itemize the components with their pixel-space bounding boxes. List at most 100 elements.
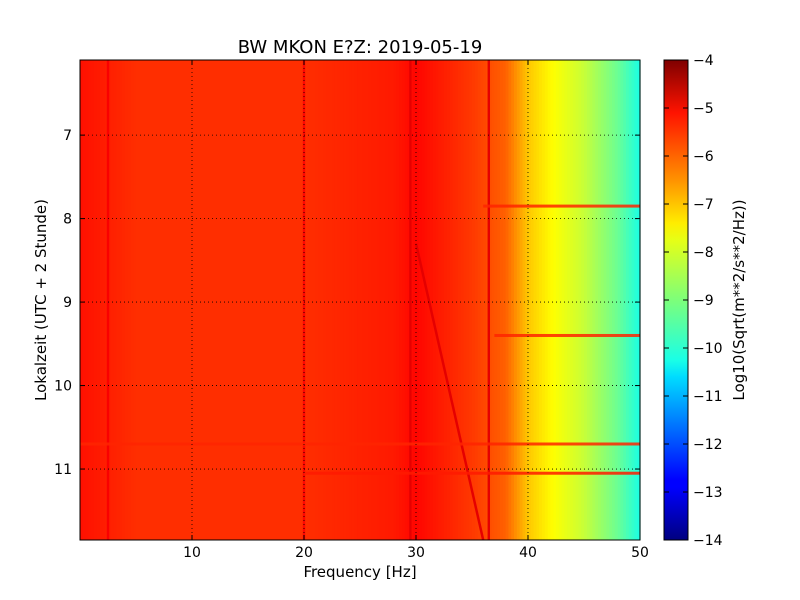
spectrum-column [603, 60, 607, 540]
spectrum-column [547, 60, 551, 540]
spectrum-column [598, 60, 602, 540]
spectrum-column [452, 60, 456, 540]
spectrum-column [211, 60, 215, 540]
spectrum-column [631, 60, 635, 540]
spectrum-column [262, 60, 266, 540]
spectrum-column [228, 60, 232, 540]
spectrum-column [130, 60, 134, 540]
spectrum-column [564, 60, 568, 540]
spectrum-column [528, 60, 532, 540]
spectrum-column [522, 60, 526, 540]
spectrum-column [357, 60, 361, 540]
colorbar-tick-label: −4 [693, 53, 714, 69]
spectrum-column [214, 60, 218, 540]
spectrum-column [393, 60, 397, 540]
x-tick-label: 20 [295, 545, 313, 561]
spectrum-column [444, 60, 448, 540]
spectrum-column [514, 60, 518, 540]
spectrum-column [217, 60, 221, 540]
spectrum-column [424, 60, 428, 540]
spectrum-column [494, 60, 498, 540]
spectrogram-heatmap [80, 60, 641, 541]
spectrum-column [634, 60, 638, 540]
spectrum-column [637, 60, 641, 540]
colorbar-tick-label: −7 [693, 197, 714, 213]
x-tick-label: 50 [631, 545, 649, 561]
horizontal-band [483, 204, 640, 208]
spectrum-column [480, 60, 484, 540]
spectrum-column [346, 60, 350, 540]
spectrum-column [466, 60, 470, 540]
spectrum-column [256, 60, 260, 540]
spectrum-column [362, 60, 367, 540]
spectrum-column [595, 60, 599, 540]
spectrum-column [589, 60, 593, 540]
spectrum-column [413, 60, 417, 540]
spectrum-column [231, 60, 235, 540]
vertical-line [487, 60, 490, 540]
colorbar-tick-label: −14 [693, 533, 723, 549]
spectrum-column [410, 60, 414, 540]
x-tick-label: 10 [183, 545, 201, 561]
spectrum-column [197, 60, 201, 540]
y-tick-label: 10 [54, 379, 72, 395]
spectrum-column [155, 60, 159, 540]
spectrum-column [609, 60, 613, 540]
spectrum-column [183, 60, 187, 540]
spectrum-column [94, 60, 98, 540]
spectrum-column [416, 60, 420, 540]
colorbar-axis: −4 −5 −6 −7 −8 −9 −10 −11 −12 −13 −14 [664, 53, 723, 549]
spectrum-column [376, 60, 381, 540]
spectrum-column [180, 60, 185, 540]
spectrum-column [203, 60, 207, 540]
spectrum-column [326, 60, 330, 540]
spectrum-column [161, 60, 165, 540]
spectrum-column [446, 60, 451, 540]
vertical-line [106, 60, 110, 540]
spectrum-column [430, 60, 434, 540]
spectrum-column [399, 60, 403, 540]
x-axis-label: Frequency [Hz] [303, 563, 416, 581]
spectrum-column [152, 60, 157, 540]
spectrum-column [332, 60, 336, 540]
spectrum-column [614, 60, 619, 540]
spectrum-column [225, 60, 229, 540]
spectrum-column [348, 60, 353, 540]
spectrum-column [281, 60, 285, 540]
spectrum-column [329, 60, 333, 540]
spectrum-column [544, 60, 549, 540]
spectrum-column [141, 60, 145, 540]
spectrum-column [463, 60, 467, 540]
y-tick-label: 11 [54, 462, 72, 478]
spectrum-column [175, 60, 179, 540]
spectrum-column [511, 60, 515, 540]
spectrum-column [304, 60, 308, 540]
spectrum-column [284, 60, 288, 540]
spectrum-column [519, 60, 523, 540]
spectrum-column [572, 60, 577, 540]
y-tick-label: 9 [63, 295, 72, 311]
vertical-line [409, 60, 412, 540]
colorbar-label: Log10(Sqrt(m**2/s**2/Hz)) [730, 199, 748, 400]
y-tick-label: 7 [63, 128, 72, 144]
spectrum-column [418, 60, 423, 540]
spectrum-column [259, 60, 263, 540]
spectrum-column [119, 60, 123, 540]
spectrum-column [290, 60, 294, 540]
spectrum-column [491, 60, 495, 540]
spectrum-column [578, 60, 582, 540]
spectrum-column [343, 60, 347, 540]
spectrum-column [421, 60, 425, 540]
spectrum-column [295, 60, 299, 540]
spectrum-column [371, 60, 375, 540]
chart-title: BW MKON E?Z: 2019-05-19 [238, 37, 483, 58]
spectrum-column [382, 60, 386, 540]
spectrum-column [292, 60, 297, 540]
spectrum-column [385, 60, 389, 540]
spectrum-column [178, 60, 182, 540]
spectrum-column [550, 60, 554, 540]
spectrum-column [483, 60, 487, 540]
spectrum-column [561, 60, 565, 540]
spectrum-column [390, 60, 395, 540]
spectrum-column [628, 60, 633, 540]
